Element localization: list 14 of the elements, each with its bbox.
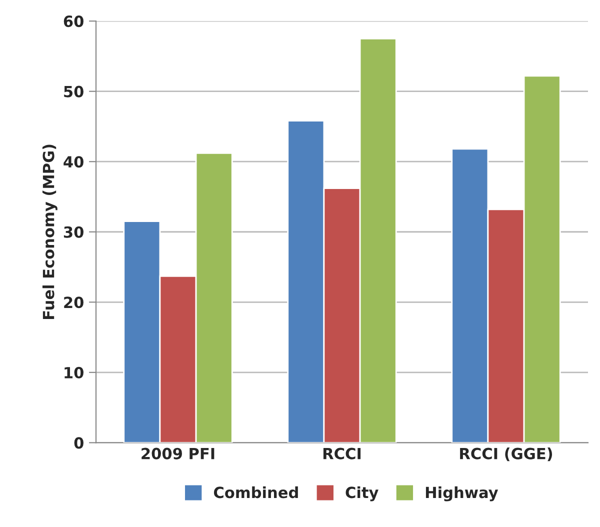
y-tick-label: 30 (64, 226, 84, 238)
y-tick-label: 50 (64, 86, 84, 98)
y-axis-title: Fuel Economy (MPG) (42, 144, 58, 319)
x-tick-label: RCCI (GGE) (460, 448, 552, 462)
legend-label: Highway (426, 486, 498, 502)
y-tick-label: 20 (64, 296, 84, 308)
x-tick-label: 2009 PFI (142, 448, 214, 460)
y-tick-label: 60 (64, 16, 84, 28)
y-tick-label: 10 (64, 366, 84, 378)
legend-label: City (346, 486, 378, 502)
legend-label: Combined (214, 486, 298, 498)
y-tick-label: 0 (74, 437, 84, 449)
x-tick-label: RCCI (323, 448, 361, 460)
y-tick-label: 40 (64, 156, 84, 168)
